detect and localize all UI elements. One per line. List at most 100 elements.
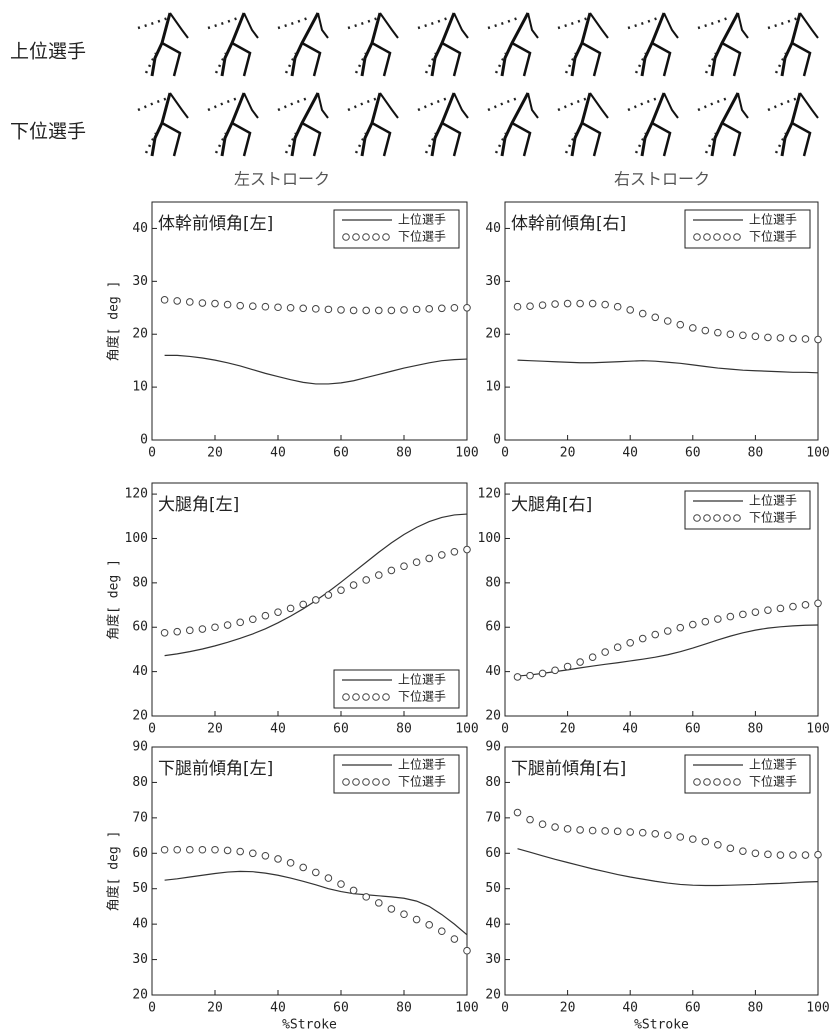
y-tick-label: 80: [485, 575, 501, 590]
legend-swatch: [383, 234, 390, 241]
data-point: [325, 592, 332, 599]
chart: 20406080100120020406080100大腿角[右]上位選手下位選手: [478, 483, 830, 737]
legend-swatch: [343, 694, 350, 701]
y-axis-label: 角度[ deg ]: [106, 281, 122, 362]
x-tick-label: 60: [333, 1001, 349, 1016]
stick-figure: [232, 123, 250, 156]
data-point: [413, 559, 420, 566]
x-tick-label: 80: [396, 1001, 412, 1016]
legend-swatch: [694, 234, 701, 241]
x-tick-label: 0: [501, 1001, 509, 1016]
stick-figure: [170, 13, 188, 38]
data-point: [727, 613, 734, 620]
data-point: [426, 555, 433, 562]
data-point: [715, 841, 722, 848]
x-tick-label: 40: [270, 1001, 286, 1016]
stick-figure: [628, 18, 658, 28]
data-point: [602, 301, 609, 308]
stick-figure: [380, 13, 398, 38]
data-point: [552, 667, 559, 674]
y-tick-label: 60: [485, 620, 501, 635]
legend-swatch: [363, 779, 370, 786]
stick-figure: [138, 18, 168, 28]
data-point: [363, 894, 370, 901]
y-tick-label: 50: [132, 881, 148, 896]
y-tick-label: 10: [485, 380, 501, 395]
stick-figure: [792, 43, 810, 76]
data-point: [652, 314, 659, 321]
data-point: [426, 306, 433, 313]
data-point: [401, 307, 408, 314]
legend-label: 上位選手: [749, 493, 797, 508]
data-point: [401, 911, 408, 918]
legend-label: 下位選手: [749, 774, 797, 789]
data-point: [338, 587, 345, 594]
data-point: [702, 618, 709, 625]
y-axis-label: 角度[ deg ]: [106, 831, 122, 912]
data-point: [187, 299, 194, 306]
y-tick-label: 40: [132, 664, 148, 679]
data-point: [652, 631, 659, 638]
data-point: [313, 597, 320, 604]
stick-figure: [454, 93, 468, 118]
y-tick-label: 30: [485, 952, 501, 967]
y-tick-label: 60: [132, 846, 148, 861]
y-tick-label: 80: [132, 775, 148, 790]
data-point: [639, 310, 646, 317]
series-line: [165, 514, 467, 656]
column-label: 右ストローク: [614, 170, 710, 189]
x-tick-label: 40: [270, 722, 286, 737]
y-tick-label: 40: [485, 221, 501, 236]
x-tick-label: 20: [207, 722, 223, 737]
data-point: [514, 674, 521, 681]
stick-figure: [558, 18, 588, 28]
x-tick-label: 60: [685, 722, 701, 737]
legend-swatch: [363, 234, 370, 241]
legend-swatch: [694, 779, 701, 786]
y-tick-label: 100: [125, 531, 148, 546]
y-tick-label: 90: [485, 740, 501, 755]
data-point: [464, 546, 471, 553]
data-point: [413, 916, 420, 923]
data-point: [439, 305, 446, 312]
data-point: [539, 821, 546, 828]
data-point: [815, 851, 822, 858]
y-tick-label: 20: [132, 327, 148, 342]
legend-label: 上位選手: [398, 757, 446, 772]
legend-swatch: [373, 694, 380, 701]
data-point: [677, 321, 684, 328]
data-point: [174, 298, 181, 305]
data-point: [727, 331, 734, 338]
data-point: [250, 850, 257, 857]
x-tick-label: 20: [207, 1001, 223, 1016]
y-tick-label: 80: [485, 775, 501, 790]
data-point: [350, 307, 357, 314]
stick-figure: [380, 93, 398, 118]
data-point: [715, 329, 722, 336]
stick-figure: [698, 98, 728, 110]
stick-figure: [348, 18, 378, 28]
x-tick-label: 0: [501, 446, 509, 461]
stick-figure: [442, 123, 460, 156]
data-point: [350, 582, 357, 589]
data-point: [199, 300, 206, 307]
y-tick-label: 40: [485, 664, 501, 679]
legend-label: 下位選手: [398, 774, 446, 789]
stick-figure: [782, 13, 800, 76]
data-point: [802, 602, 809, 609]
data-point: [413, 306, 420, 313]
data-point: [627, 307, 634, 314]
data-point: [199, 846, 206, 853]
stick-figure: [454, 13, 468, 38]
stick-figure: [318, 93, 328, 118]
data-point: [677, 624, 684, 631]
data-point: [199, 626, 206, 633]
data-point: [777, 852, 784, 859]
y-tick-label: 40: [485, 917, 501, 932]
y-tick-label: 90: [132, 740, 148, 755]
legend-swatch: [694, 515, 701, 522]
legend-label: 上位選手: [749, 212, 797, 227]
chart-title: 体幹前傾角[左]: [158, 213, 273, 234]
data-point: [740, 611, 747, 618]
